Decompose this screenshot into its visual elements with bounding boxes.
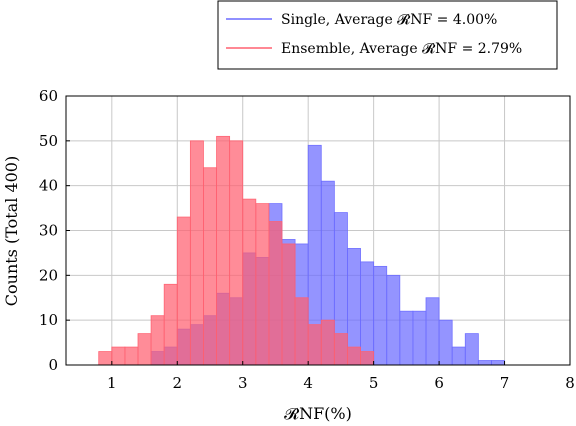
- histogram-bar: [399, 310, 414, 366]
- histogram-bar: [451, 346, 466, 366]
- x-tick-label: 8: [565, 374, 575, 392]
- histogram-bar: [386, 274, 401, 366]
- histogram-bar: [137, 333, 152, 366]
- histogram-bar: [294, 297, 309, 366]
- histogram-bar: [189, 140, 204, 366]
- histogram-bar: [98, 351, 113, 366]
- histogram-bar: [229, 140, 244, 366]
- x-tick-label: 5: [369, 374, 379, 392]
- histogram-bar: [307, 324, 322, 366]
- y-tick-label: 50: [39, 132, 58, 150]
- legend: Single, Average 𝓡NF = 4.00% Ensemble, Av…: [217, 0, 558, 70]
- histogram-bar: [464, 333, 479, 366]
- x-tick-label: 7: [500, 374, 510, 392]
- histogram-bar: [438, 319, 453, 366]
- ticks: 1 2 3 4 5 6 7 8 0 10 20 30 40 50 60: [39, 87, 575, 392]
- x-tick-label: 4: [303, 374, 313, 392]
- histogram-bar: [176, 216, 191, 366]
- histogram-bar: [477, 360, 492, 366]
- x-tick-label: 1: [107, 374, 117, 392]
- histogram-bar: [347, 346, 361, 366]
- histogram-bar: [216, 135, 231, 366]
- x-tick-label: 3: [238, 374, 248, 392]
- x-axis-label: 𝓡NF(%): [284, 404, 352, 423]
- histogram-bar: [320, 319, 335, 366]
- x-tick-label: 2: [172, 374, 182, 392]
- histogram-bar: [163, 283, 178, 366]
- histogram-bar: [255, 203, 270, 366]
- histogram-bar: [281, 243, 296, 366]
- y-tick-label: 20: [39, 266, 58, 284]
- histogram-bar: [111, 346, 126, 366]
- histogram-bar: [333, 333, 348, 366]
- y-tick-label: 30: [39, 222, 58, 240]
- y-axis-label: Counts (Total 400): [2, 156, 21, 306]
- y-tick-label: 10: [39, 311, 58, 329]
- histogram-bar: [491, 360, 505, 366]
- y-tick-label: 0: [48, 356, 58, 374]
- histogram-bar: [360, 351, 375, 366]
- histogram-bar: [203, 167, 217, 366]
- histogram-bar: [268, 221, 283, 366]
- histogram-bar: [425, 297, 440, 366]
- y-tick-label: 40: [39, 177, 58, 195]
- y-tick-label: 60: [39, 87, 58, 105]
- histogram-bar: [150, 315, 165, 366]
- histogram-bar: [412, 310, 427, 366]
- legend-box: [217, 0, 558, 70]
- legend-label-ensemble: Ensemble, Average 𝓡NF = 2.79%: [281, 41, 522, 57]
- histogram-bar: [242, 198, 257, 366]
- histogram-bar: [360, 261, 375, 366]
- legend-label-single: Single, Average 𝓡NF = 4.00%: [281, 12, 497, 28]
- histogram-bar: [373, 265, 388, 366]
- bars: [98, 135, 505, 366]
- histogram-bar: [124, 346, 139, 366]
- x-tick-label: 6: [434, 374, 444, 392]
